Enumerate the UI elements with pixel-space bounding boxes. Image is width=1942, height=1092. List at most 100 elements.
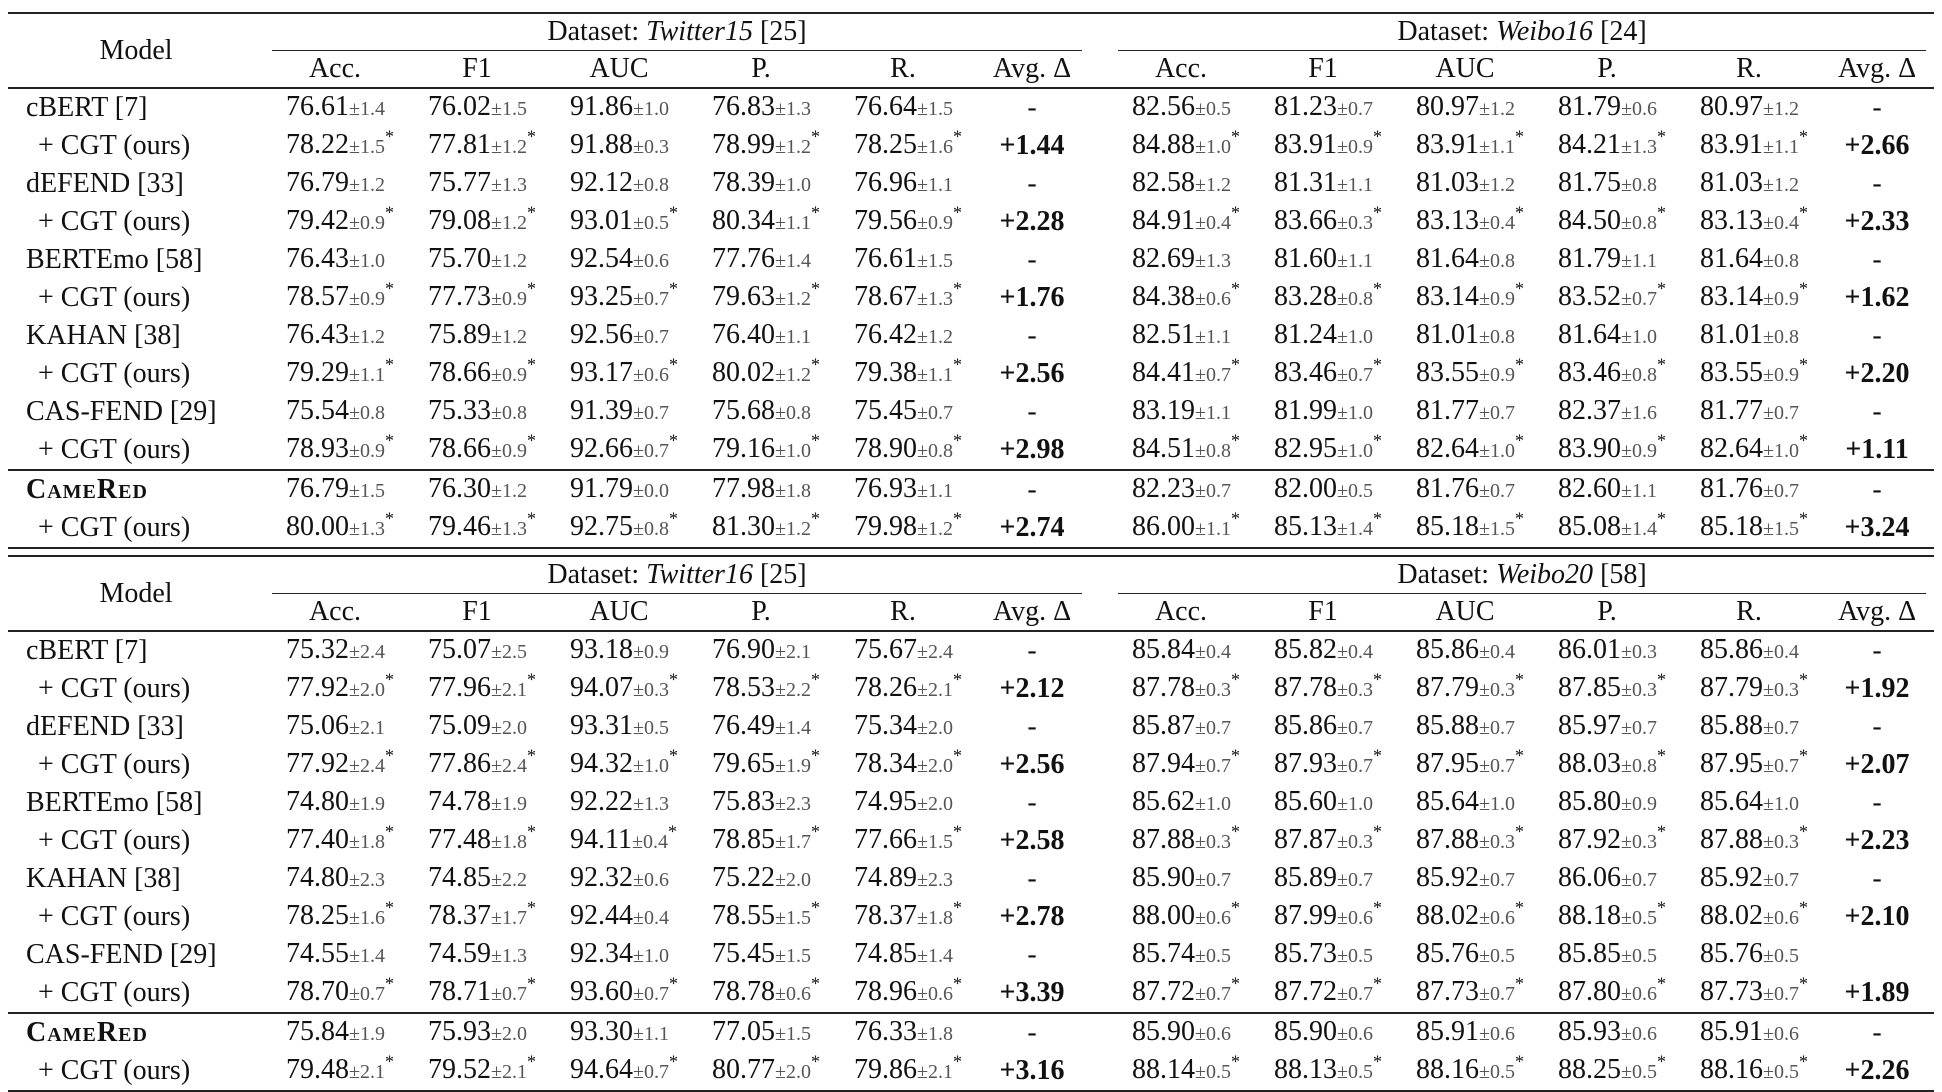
cell-value: 78.22 bbox=[286, 129, 349, 160]
metric-cell: 85.82±0.4 bbox=[1252, 630, 1394, 670]
cell-std: ±0.7 bbox=[1195, 755, 1231, 777]
model-name: + CGT (ours) bbox=[38, 977, 191, 1008]
cell-value: 77.76 bbox=[712, 243, 775, 274]
metric-cell: 85.86±0.7 bbox=[1252, 708, 1394, 746]
cell-std: ±0.7 bbox=[633, 402, 669, 424]
avg-delta-cell: +3.16 bbox=[974, 1052, 1090, 1092]
significance-star: * bbox=[1514, 821, 1524, 842]
cell-std: ±1.3 bbox=[633, 793, 669, 815]
metric-header: R. bbox=[890, 596, 916, 627]
metric-cell: 76.83±1.3 bbox=[690, 87, 832, 127]
cell-value: 85.62 bbox=[1132, 786, 1195, 817]
cell-std: ±1.7 bbox=[775, 831, 811, 853]
cell-std: ±0.8 bbox=[1479, 250, 1515, 272]
cell-value: 85.76 bbox=[1700, 938, 1763, 969]
significance-star: * bbox=[384, 278, 394, 299]
metric-cell: 87.72±0.7* bbox=[1110, 974, 1252, 1013]
metric-cell: 77.96±2.1* bbox=[406, 670, 548, 708]
cell-std: ±0.7 bbox=[633, 326, 669, 348]
cell-value: 88.02 bbox=[1700, 900, 1763, 931]
cell-value: 76.02 bbox=[428, 91, 491, 122]
cell-value: 85.74 bbox=[1132, 938, 1195, 969]
metric-cell: 77.05±1.5 bbox=[690, 1012, 832, 1052]
cell-std: ±1.0 bbox=[1479, 793, 1515, 815]
avg-delta-cell: - bbox=[1027, 863, 1037, 894]
significance-star: * bbox=[384, 508, 394, 529]
cell-std: ±2.4 bbox=[917, 641, 953, 663]
significance-star: * bbox=[1656, 669, 1666, 690]
metric-cell: 79.98±1.2* bbox=[832, 509, 974, 548]
dataset-header: Dataset: Weibo20 [58] bbox=[1110, 556, 1934, 594]
cell-std: ±0.6 bbox=[1763, 1023, 1799, 1045]
metric-cell: 81.64±0.8 bbox=[1678, 241, 1820, 279]
metric-cell: 85.85±0.5 bbox=[1536, 936, 1678, 974]
cell-std: ±0.5 bbox=[1195, 945, 1231, 967]
metric-cell: 74.59±1.3 bbox=[406, 936, 548, 974]
cell-std: ±1.0 bbox=[775, 440, 811, 462]
cell-std: ±1.2 bbox=[491, 250, 527, 272]
cell-value: 85.73 bbox=[1274, 938, 1337, 969]
cell-std: ±1.0 bbox=[1621, 326, 1657, 348]
cell-value: 78.66 bbox=[428, 357, 491, 388]
metric-header: F1 bbox=[462, 596, 492, 627]
cell-std: ±0.7 bbox=[1195, 983, 1231, 1005]
metric-cell: 75.09±2.0 bbox=[406, 708, 548, 746]
cell-std: ±0.8 bbox=[1621, 755, 1657, 777]
cell-value: 76.79 bbox=[286, 473, 349, 504]
metric-cell: 85.73±0.5 bbox=[1252, 936, 1394, 974]
cell-value: 74.80 bbox=[286, 786, 349, 817]
cell-std: ±0.5 bbox=[1621, 907, 1657, 929]
cell-std: ±2.3 bbox=[349, 869, 385, 891]
significance-star: * bbox=[1372, 669, 1382, 690]
cell-value: 79.52 bbox=[428, 1054, 491, 1085]
cell-std: ±1.4 bbox=[1621, 518, 1657, 540]
cell-value: 85.64 bbox=[1700, 786, 1763, 817]
cell-value: 87.87 bbox=[1274, 824, 1337, 855]
cell-value: 78.26 bbox=[854, 672, 917, 703]
metric-cell: 83.55±0.9* bbox=[1394, 355, 1536, 393]
metric-cell: 75.83±2.3 bbox=[690, 784, 832, 822]
metric-header: Avg. Δ bbox=[992, 596, 1072, 627]
metric-cell: 83.13±0.4* bbox=[1394, 203, 1536, 241]
avg-delta-cell: - bbox=[1872, 711, 1882, 742]
metric-cell: 77.48±1.8* bbox=[406, 822, 548, 860]
metric-cell: 76.79±1.5 bbox=[264, 469, 406, 509]
cell-value: 91.86 bbox=[570, 91, 633, 122]
metric-cell: 79.42±0.9* bbox=[264, 203, 406, 241]
metric-cell: 78.37±1.7* bbox=[406, 898, 548, 936]
model-name: + CGT (ours) bbox=[38, 825, 191, 856]
metric-cell: 85.86±0.4 bbox=[1394, 630, 1536, 670]
metric-cell: 85.64±1.0 bbox=[1394, 784, 1536, 822]
cell-value: 85.82 bbox=[1274, 634, 1337, 665]
table-row: + CGT (ours) 77.40±1.8* 77.48±1.8* 94.11±0.… bbox=[8, 822, 1934, 860]
metric-cell: 75.06±2.1 bbox=[264, 708, 406, 746]
cell-std: ±0.7 bbox=[1479, 717, 1515, 739]
cell-std: ±0.9 bbox=[1479, 288, 1515, 310]
avg-delta-cell: - bbox=[974, 1012, 1090, 1052]
significance-star: * bbox=[668, 669, 678, 690]
significance-star: * bbox=[1230, 745, 1240, 766]
metric-cell: 93.60±0.7* bbox=[548, 974, 690, 1013]
metric-cell: 76.43±1.2 bbox=[264, 317, 406, 355]
cell-value: 77.73 bbox=[428, 281, 491, 312]
model-name: + CGT (ours) bbox=[38, 434, 191, 465]
metric-header: R. bbox=[890, 53, 916, 84]
significance-star: * bbox=[1656, 354, 1666, 375]
cell-std: ±1.5 bbox=[917, 831, 953, 853]
cell-value: 88.14 bbox=[1132, 1054, 1195, 1085]
cell-value: 77.96 bbox=[428, 672, 491, 703]
cell-std: ±1.0 bbox=[1337, 440, 1373, 462]
cell-std: ±1.5 bbox=[775, 945, 811, 967]
metric-cell: 79.65±1.9* bbox=[690, 746, 832, 784]
metric-cell: 74.85±2.2 bbox=[406, 860, 548, 898]
cell-std: ±2.2 bbox=[491, 869, 527, 891]
cell-std: ±1.3 bbox=[775, 98, 811, 120]
cell-std: ±0.9 bbox=[491, 288, 527, 310]
cell-value: 81.77 bbox=[1700, 395, 1763, 426]
cell-value: 85.89 bbox=[1274, 862, 1337, 893]
metric-cell: 75.68±0.8 bbox=[690, 393, 832, 431]
significance-star: * bbox=[1798, 745, 1808, 766]
avg-delta-cell bbox=[1820, 936, 1934, 974]
cell-value: 74.59 bbox=[428, 938, 491, 969]
significance-star: * bbox=[668, 745, 678, 766]
